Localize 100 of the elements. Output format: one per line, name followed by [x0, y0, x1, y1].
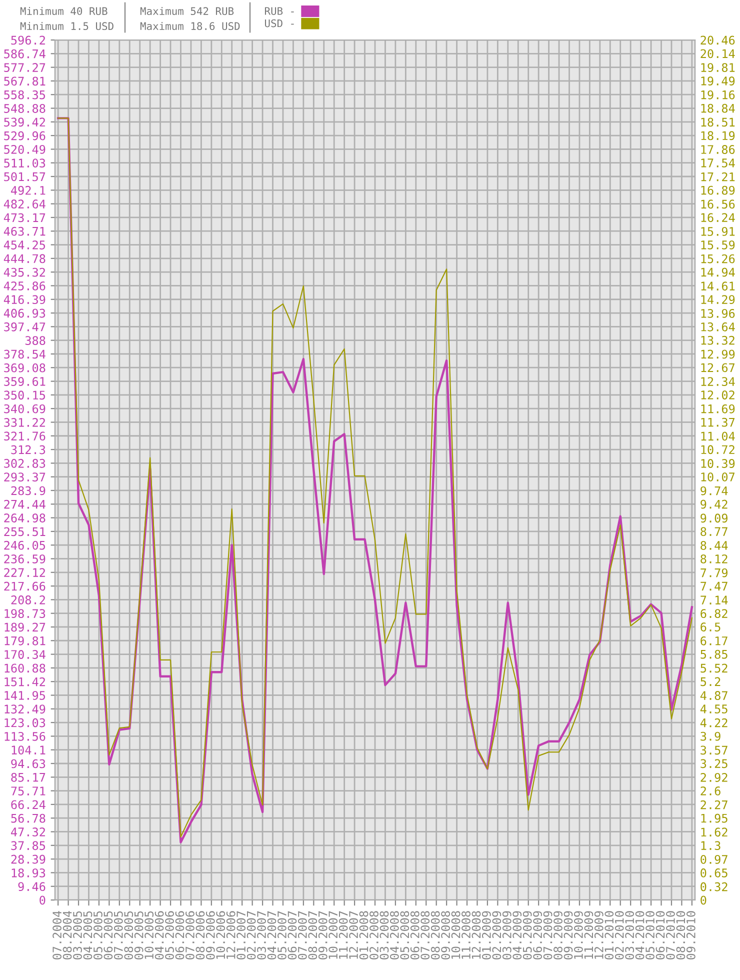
- y-tick-label: 151.42: [4, 677, 45, 686]
- y-tick-label: 132.49: [4, 704, 46, 714]
- y-tick-label: 577.27: [4, 63, 46, 72]
- y2-tick-label: 10.07: [701, 472, 735, 482]
- y-tick-label: 264.98: [4, 514, 46, 522]
- x-tick-label: 02.2007: [246, 911, 256, 960]
- y2-tick-label: 13.64: [701, 322, 735, 332]
- y-tick-label: 160.88: [4, 664, 46, 673]
- y-tick-label: 123.03: [4, 718, 46, 728]
- y-tick-label: 312.3: [11, 445, 46, 454]
- y2-tick-label: 9.09: [700, 514, 728, 523]
- y2-tick-label: 12.02: [701, 390, 734, 400]
- y-tick-label: 558.35: [4, 90, 46, 100]
- y2-tick-label: 4.22: [700, 718, 728, 728]
- y-tick-label: 141.95: [4, 690, 46, 700]
- y-tick-label: 444.78: [4, 254, 46, 264]
- y2-tick-label: 7.14: [700, 596, 728, 604]
- y2-tick-label: 4.87: [700, 691, 728, 700]
- y2-tick-label: 13.96: [701, 308, 735, 318]
- x-tick-label: 12.2006: [226, 911, 236, 959]
- y-tick-label: 208.2: [11, 595, 45, 604]
- x-tick-label: 04.2005: [83, 911, 92, 960]
- y-tick-label: 255.51: [4, 527, 46, 536]
- y2-tick-label: 7.47: [700, 582, 728, 591]
- x-tick-label: 11.2008: [462, 911, 470, 959]
- y-tick-label: 94.63: [11, 759, 46, 768]
- y-tick-label: 331.22: [4, 418, 45, 427]
- x-tick-label: 05.2010: [646, 911, 654, 960]
- x-tick-label: 06.2010: [656, 911, 665, 960]
- x-tick-label: 03.2010: [625, 911, 634, 960]
- y2-tick-label: 9.74: [700, 486, 728, 496]
- y-tick-label: 473.17: [4, 213, 46, 222]
- x-tick-label: 04.2008: [390, 911, 399, 960]
- y2-tick-label: 15.91: [701, 227, 735, 236]
- y-tick-label: 359.61: [4, 377, 46, 386]
- y2-tick-label: 14.29: [701, 295, 735, 304]
- y-tick-label: 539.42: [4, 118, 45, 127]
- y2-tick-label: 0: [700, 896, 706, 905]
- y-tick-label: 416.39: [4, 295, 46, 304]
- y2-tick-label: 7.79: [700, 568, 728, 578]
- text: Minimum 1.5 USD: [20, 22, 114, 30]
- y-tick-label: 37.85: [11, 841, 46, 850]
- y2-tick-label: 12.34: [701, 377, 735, 386]
- y-tick-label: 548.88: [4, 104, 46, 113]
- x-tick-label: 09.2007: [318, 911, 328, 960]
- x-tick-label: 07.2009: [543, 911, 552, 960]
- x-tick-label: 10.2009: [574, 911, 583, 959]
- y-tick-label: 293.37: [4, 472, 46, 482]
- y2-tick-label: 5.52: [700, 664, 728, 673]
- y2-tick-label: 5.85: [700, 650, 728, 659]
- x-tick-label: 01.2007: [236, 911, 246, 960]
- x-tick-label: 08.2005: [124, 911, 134, 960]
- y-tick-label: 350.15: [4, 390, 46, 400]
- x-tick-label: 07.2007: [298, 911, 307, 960]
- x-tick-label: 11.2009: [584, 911, 594, 959]
- y-tick-label: 47.32: [11, 827, 45, 836]
- y2-tick-label: 11.37: [701, 418, 735, 427]
- y2-tick-label: 6.82: [700, 609, 728, 618]
- x-tick-label: 03.2005: [73, 911, 82, 960]
- y2-tick-label: 2.92: [700, 773, 728, 782]
- y2-tick-label: 2.27: [700, 800, 728, 810]
- y-tick-label: 85.17: [11, 772, 46, 782]
- y-tick-label: 511.03: [4, 158, 46, 168]
- y2-tick-label: 0.65: [700, 868, 728, 878]
- x-tick-label: 07.2010: [666, 911, 675, 960]
- y-tick-label: 340.69: [4, 404, 46, 414]
- x-tick-label: 05.2007: [278, 911, 286, 960]
- y2-tick-label: 10.72: [701, 445, 734, 454]
- x-tick-label: 09.2006: [206, 911, 215, 960]
- y-tick-label: 397.47: [4, 322, 46, 332]
- y-tick-label: 529.96: [4, 131, 46, 140]
- y2-tick-label: 8.77: [700, 527, 728, 536]
- y2-tick-label: 19.49: [701, 76, 735, 86]
- x-tick-label: 07.2006: [186, 911, 194, 960]
- y-tick-label: 567.81: [4, 76, 46, 86]
- legend-label: RUB -: [264, 7, 294, 15]
- y2-tick-label: 0.97: [700, 854, 728, 864]
- x-tick-label: 10.2005: [144, 911, 154, 959]
- x-tick-label: 01.2010: [604, 911, 614, 960]
- x-tick-label: 05.2009: [522, 911, 532, 960]
- y2-tick-label: 6.17: [700, 636, 728, 646]
- x-tick-label: 03.2007: [257, 911, 266, 960]
- x-tick-label: 11.2007: [338, 911, 348, 959]
- x-tick-label: 04.2009: [512, 911, 522, 960]
- y2-tick-label: 13.32: [701, 336, 734, 345]
- y2-tick-label: 1.62: [701, 828, 728, 837]
- y-tick-label: 246.05: [4, 540, 46, 550]
- y2-tick-label: 11.04: [701, 432, 735, 441]
- y2-tick-label: 2.6: [700, 786, 720, 796]
- x-tick-label: 05.2008: [400, 911, 410, 960]
- y-tick-label: 321.76: [4, 432, 46, 441]
- y-tick-label: 520.49: [4, 144, 46, 154]
- x-tick-label: 09.2008: [441, 911, 450, 960]
- x-tick-label: 04.2007: [267, 911, 276, 960]
- x-tick-label: 10.2007: [328, 911, 338, 959]
- y-tick-label: 388: [25, 336, 46, 346]
- y-tick-label: 217.66: [4, 582, 46, 591]
- legend-label: USD -: [264, 19, 294, 28]
- y-tick-label: 463.71: [4, 226, 46, 236]
- y-tick-label: 75.71: [11, 786, 46, 796]
